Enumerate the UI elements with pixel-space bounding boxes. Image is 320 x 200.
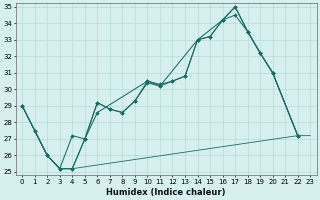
X-axis label: Humidex (Indice chaleur): Humidex (Indice chaleur) [107,188,226,197]
